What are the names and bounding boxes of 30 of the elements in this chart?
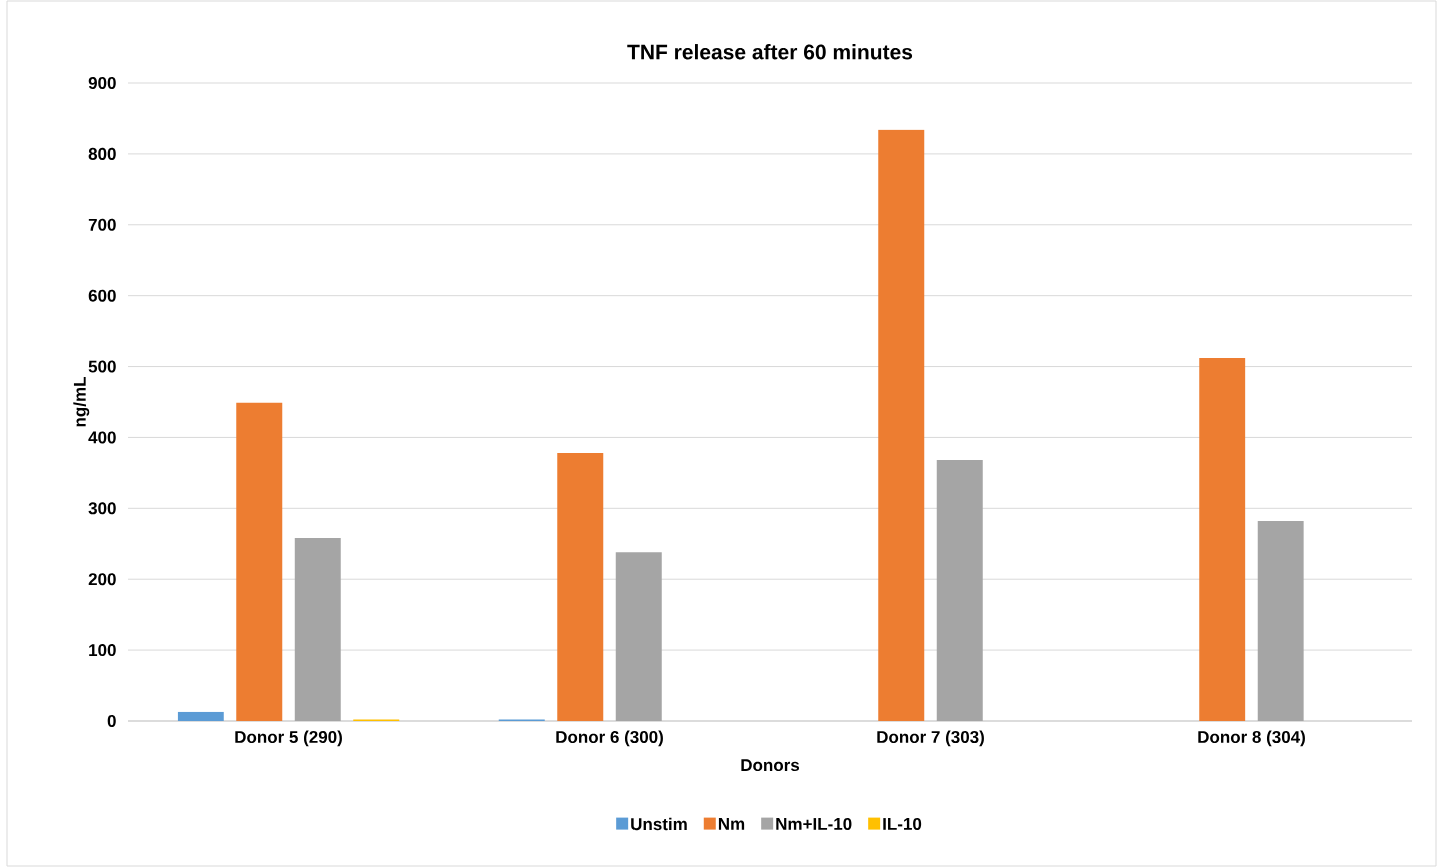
bar: [1257, 521, 1304, 721]
y-tick-label: 300: [88, 502, 116, 515]
bar: [1199, 358, 1246, 721]
y-tick-label: 100: [89, 644, 116, 657]
y-tick-label: 600: [88, 289, 116, 302]
y-tick-label: 200: [88, 573, 116, 586]
x-tick-label: Donor 6 (300): [556, 730, 663, 747]
bar: [294, 538, 341, 721]
bar: [936, 460, 983, 721]
bar: [615, 552, 662, 721]
bar: [878, 129, 925, 721]
legend-label: Nm: [718, 818, 745, 830]
y-axis-title: ng/mL: [73, 377, 90, 427]
x-axis-title: Donors: [741, 759, 800, 772]
bar: [557, 453, 604, 721]
legend-label: Nm+IL-10: [776, 817, 852, 830]
y-tick-label: 800: [88, 147, 116, 160]
chart-title: TNF release after 60 minutes: [627, 44, 913, 60]
x-tick-label: Donor 7 (303): [877, 730, 984, 747]
x-tick-label: Donor 5 (290): [235, 730, 342, 747]
y-tick-label: 0: [107, 714, 116, 728]
legend-label: IL-10: [883, 817, 922, 830]
x-tick-label: Donor 8 (304): [1198, 730, 1305, 747]
legend-label: Unstim: [631, 817, 687, 831]
y-tick-label: 700: [88, 218, 116, 231]
y-tick-label: 500: [88, 360, 116, 373]
bar: [177, 711, 224, 721]
bar: [236, 402, 283, 721]
y-tick-label: 400: [88, 431, 116, 444]
y-tick-label: 900: [88, 76, 116, 90]
